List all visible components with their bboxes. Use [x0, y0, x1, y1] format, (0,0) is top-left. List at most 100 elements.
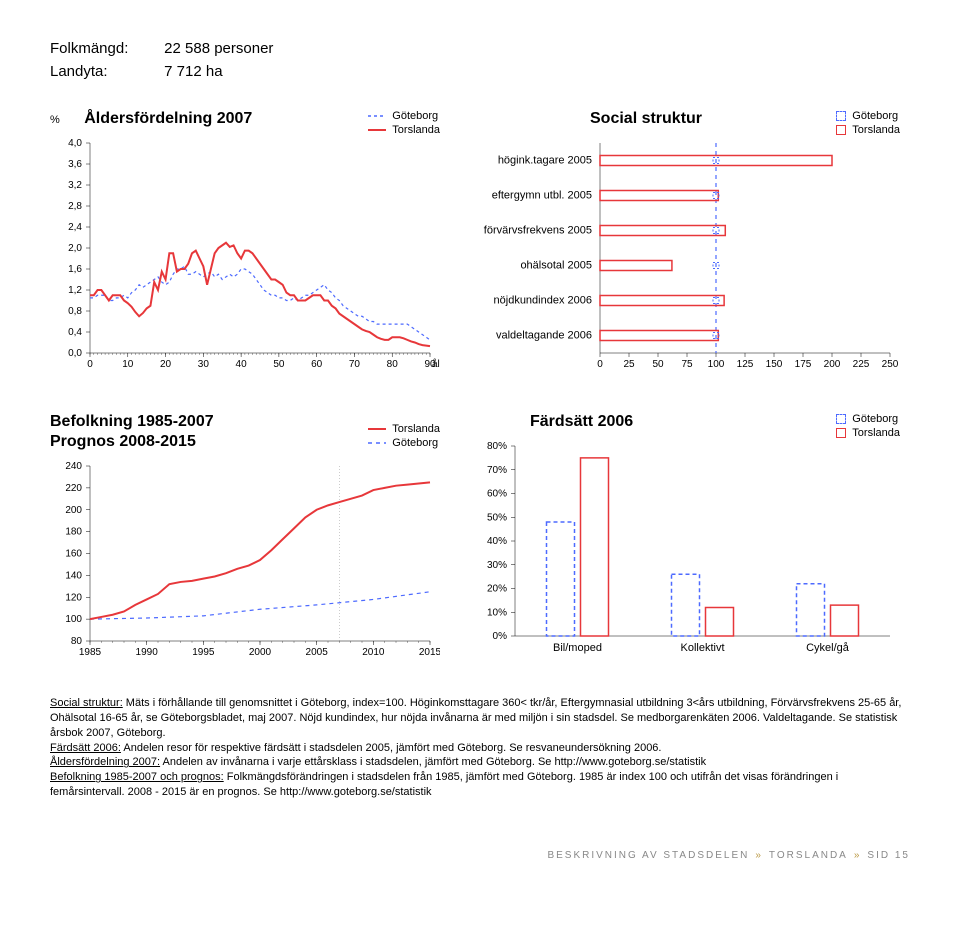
footer-b: TORSLANDA — [769, 850, 848, 861]
p1-head: Social struktur: — [50, 697, 123, 709]
social-legend-b: Torslanda — [852, 124, 900, 136]
age-legend-b: Torslanda — [392, 124, 440, 136]
age-chart: % Åldersfördelning 2007 Göteborg Torslan… — [50, 110, 440, 383]
social-chart: Social struktur Göteborg Torslanda högin… — [470, 110, 900, 383]
square-icon — [836, 428, 846, 438]
svg-text:70%: 70% — [487, 465, 507, 476]
svg-text:3,2: 3,2 — [68, 180, 82, 191]
svg-text:180: 180 — [65, 527, 82, 538]
svg-text:150: 150 — [766, 359, 783, 370]
svg-text:175: 175 — [795, 359, 812, 370]
svg-text:nöjdkundindex 2006: nöjdkundindex 2006 — [494, 295, 592, 307]
svg-text:30%: 30% — [487, 560, 507, 571]
landyta-label: Landyta: — [50, 63, 160, 80]
svg-text:40: 40 — [236, 359, 248, 370]
footer-c: SID 15 — [867, 850, 910, 861]
body-text: Social struktur: Mäts i förhållande till… — [50, 696, 910, 800]
svg-text:förvärvsfrekvens 2005: förvärvsfrekvens 2005 — [484, 225, 592, 237]
dash-icon — [368, 111, 386, 121]
svg-text:125: 125 — [737, 359, 754, 370]
social-chart-title: Social struktur — [590, 110, 702, 128]
svg-text:10: 10 — [122, 359, 134, 370]
svg-text:80%: 80% — [487, 441, 507, 452]
p1-body: Mäts i förhållande till genomsnittet i G… — [50, 697, 901, 739]
svg-text:Kollektivt: Kollektivt — [680, 642, 724, 654]
svg-text:100: 100 — [65, 614, 82, 625]
svg-text:2005: 2005 — [306, 647, 329, 658]
svg-text:ålder: ålder — [432, 358, 440, 370]
fard-chart: Färdsätt 2006 Göteborg Torslanda 0%10%20… — [470, 413, 900, 666]
svg-text:2,4: 2,4 — [68, 222, 82, 233]
folkmangd-label: Folkmängd: — [50, 40, 160, 57]
svg-text:120: 120 — [65, 592, 82, 603]
p3-head: Åldersfördelning 2007: — [50, 756, 160, 768]
svg-text:75: 75 — [681, 359, 693, 370]
svg-text:2015: 2015 — [419, 647, 440, 658]
svg-text:100: 100 — [708, 359, 725, 370]
svg-text:140: 140 — [65, 570, 82, 581]
p2-body: Andelen resor för respektive färdsätt i … — [121, 742, 662, 754]
svg-text:0: 0 — [597, 359, 603, 370]
p3-body: Andelen av invånarna i varje ettårsklass… — [160, 756, 706, 768]
pop-legend-a: Torslanda — [392, 423, 440, 435]
social-legend-a: Göteborg — [852, 110, 898, 122]
svg-text:70: 70 — [349, 359, 361, 370]
svg-text:200: 200 — [65, 505, 82, 516]
age-legend-a: Göteborg — [392, 110, 438, 122]
svg-text:3,6: 3,6 — [68, 159, 82, 170]
fard-chart-title: Färdsätt 2006 — [530, 413, 633, 431]
svg-text:0,4: 0,4 — [68, 327, 82, 338]
svg-text:250: 250 — [882, 359, 899, 370]
svg-text:0: 0 — [87, 359, 93, 370]
pop-legend-b: Göteborg — [392, 437, 438, 449]
svg-text:valdeltagande 2006: valdeltagande 2006 — [496, 330, 592, 342]
line-icon — [368, 424, 386, 434]
pop-chart-title-2: Prognos 2008-2015 — [50, 433, 214, 451]
pop-chart: Befolkning 1985-2007 Prognos 2008-2015 T… — [50, 413, 440, 666]
svg-text:2,0: 2,0 — [68, 243, 82, 254]
svg-text:ohälsotal 2005: ohälsotal 2005 — [520, 260, 592, 272]
svg-text:240: 240 — [65, 461, 82, 472]
pop-chart-title-1: Befolkning 1985-2007 — [50, 413, 214, 431]
svg-text:1985: 1985 — [79, 647, 102, 658]
age-chart-title: Åldersfördelning 2007 — [84, 110, 252, 128]
svg-text:Bil/moped: Bil/moped — [553, 642, 602, 654]
svg-text:30: 30 — [198, 359, 210, 370]
age-chart-svg: 0,00,40,81,21,62,02,42,83,23,64,00102030… — [50, 138, 440, 378]
sep-icon: » — [854, 850, 862, 861]
svg-text:högink.tagare 2005: högink.tagare 2005 — [498, 155, 592, 167]
age-y-label: % — [50, 114, 60, 126]
svg-text:50%: 50% — [487, 512, 507, 523]
svg-text:2000: 2000 — [249, 647, 272, 658]
svg-text:80: 80 — [387, 359, 399, 370]
svg-text:1995: 1995 — [192, 647, 215, 658]
svg-text:60: 60 — [311, 359, 323, 370]
svg-text:4,0: 4,0 — [68, 138, 82, 149]
svg-text:50: 50 — [652, 359, 664, 370]
svg-text:2010: 2010 — [362, 647, 385, 658]
dashed-square-icon — [836, 414, 846, 424]
pop-chart-svg: 8010012014016018020022024019851990199520… — [50, 461, 440, 661]
landyta-value: 7 712 ha — [164, 63, 222, 80]
folkmangd-value: 22 588 personer — [164, 40, 273, 57]
social-chart-svg: högink.tagare 2005 eftergymn utbl. 2005 fö… — [470, 138, 900, 378]
svg-text:20: 20 — [160, 359, 172, 370]
svg-text:220: 220 — [65, 483, 82, 494]
svg-text:25: 25 — [623, 359, 635, 370]
square-icon — [836, 125, 846, 135]
page-footer: BESKRIVNING AV STADSDELEN»TORSLANDA»SID … — [50, 850, 910, 861]
svg-text:eftergymn utbl. 2005: eftergymn utbl. 2005 — [492, 190, 592, 202]
pop-legend: Torslanda Göteborg — [368, 423, 440, 451]
fard-legend-a: Göteborg — [852, 413, 898, 425]
chart-row-2: Befolkning 1985-2007 Prognos 2008-2015 T… — [50, 413, 910, 666]
svg-text:1,6: 1,6 — [68, 264, 82, 275]
line-icon — [368, 125, 386, 135]
svg-text:200: 200 — [824, 359, 841, 370]
svg-text:1,2: 1,2 — [68, 285, 82, 296]
chart-row-1: % Åldersfördelning 2007 Göteborg Torslan… — [50, 110, 910, 383]
svg-text:0%: 0% — [493, 631, 508, 642]
svg-text:1990: 1990 — [136, 647, 159, 658]
svg-text:40%: 40% — [487, 536, 507, 547]
dashed-square-icon — [836, 111, 846, 121]
footer-a: BESKRIVNING AV STADSDELEN — [547, 850, 749, 861]
